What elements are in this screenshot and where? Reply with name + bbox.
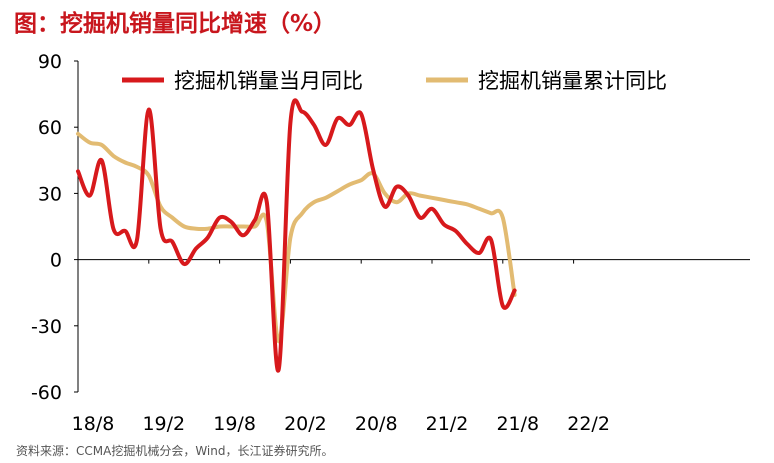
source-note: 资料来源：CCMA挖掘机械分会，Wind，长江证券研究所。 <box>16 444 334 458</box>
x-tick-label: 21/8 <box>496 413 539 435</box>
chart-legend: 挖掘机销量当月同比 挖掘机销量累计同比 <box>122 69 667 93</box>
x-tick-label: 22/2 <box>567 413 610 435</box>
y-tick-label: -60 <box>31 382 62 404</box>
chart-title: 图：挖掘机销量同比增速（%） <box>14 11 337 37</box>
y-tick-label: 60 <box>38 117 62 139</box>
legend-item-cumulative-label: 挖掘机销量累计同比 <box>478 69 667 93</box>
chart-axes: 90 60 30 0 -30 -60 18/8 19/2 19/8 20/2 20/8 21/2 21/… <box>31 51 750 435</box>
x-tick-label: 20/2 <box>284 413 327 435</box>
x-tick-label: 20/8 <box>355 413 398 435</box>
y-tick-label: -30 <box>31 316 62 338</box>
x-tick-label: 19/2 <box>142 413 185 435</box>
x-tick-label: 18/8 <box>72 413 115 435</box>
series-line-monthly <box>76 98 517 373</box>
y-tick-label: 0 <box>50 250 62 272</box>
y-tick-label: 90 <box>38 51 62 73</box>
x-tick-label: 21/2 <box>426 413 469 435</box>
x-tick-label: 19/8 <box>213 413 256 435</box>
legend-item-monthly-label: 挖掘机销量当月同比 <box>174 69 363 93</box>
y-tick-label: 30 <box>38 183 62 205</box>
series-line-cumulative <box>76 131 517 344</box>
chart-series <box>76 98 517 373</box>
